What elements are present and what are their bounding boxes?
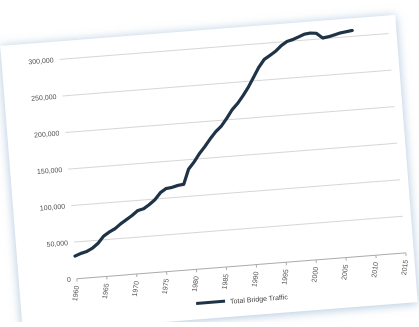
chart-paper — [0, 15, 417, 322]
y-tick-label: 0 — [67, 277, 72, 284]
